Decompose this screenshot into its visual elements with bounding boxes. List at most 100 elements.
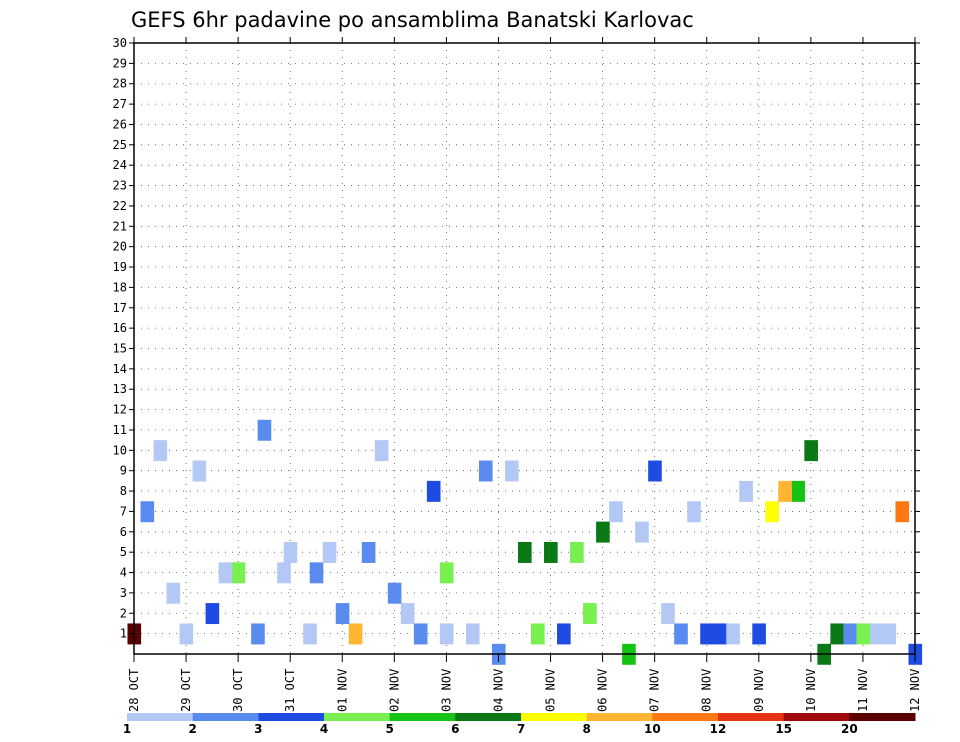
y-tick-label: 2 bbox=[120, 606, 127, 620]
data-cell bbox=[765, 501, 779, 523]
y-tick-label: 10 bbox=[113, 443, 127, 457]
x-tick-label: 29 OCT bbox=[179, 669, 193, 712]
colorbar-swatch bbox=[849, 713, 916, 721]
x-tick-label: 10 NOV bbox=[804, 669, 818, 712]
data-cell bbox=[570, 541, 584, 563]
data-cell bbox=[257, 419, 272, 441]
colorbar-swatch bbox=[783, 713, 850, 721]
y-tick-label: 23 bbox=[113, 179, 127, 193]
data-cell bbox=[700, 623, 714, 645]
colorbar-swatch bbox=[324, 713, 391, 721]
data-cell bbox=[882, 623, 897, 645]
data-cell bbox=[303, 623, 317, 645]
data-cell bbox=[596, 521, 610, 543]
y-tick-label: 5 bbox=[120, 545, 127, 559]
colorbar-label: 8 bbox=[582, 722, 590, 736]
data-cell bbox=[504, 460, 519, 482]
y-tick-label: 26 bbox=[113, 117, 127, 131]
x-tick-label: 28 OCT bbox=[127, 669, 141, 712]
data-cell bbox=[205, 603, 220, 625]
colorbar-label: 7 bbox=[517, 722, 525, 736]
data-cell bbox=[856, 623, 871, 645]
data-cell bbox=[895, 501, 910, 523]
data-cell bbox=[478, 460, 493, 482]
colorbar-label: 5 bbox=[385, 722, 393, 736]
y-tick-label: 24 bbox=[113, 158, 127, 172]
y-tick-label: 13 bbox=[113, 382, 127, 396]
data-cell bbox=[153, 440, 168, 462]
data-cell bbox=[140, 501, 155, 523]
x-tick-label: 12 NOV bbox=[908, 669, 922, 712]
x-tick-label: 07 NOV bbox=[648, 669, 662, 712]
data-cell bbox=[791, 480, 805, 502]
y-tick-label: 15 bbox=[113, 342, 127, 356]
data-cell bbox=[830, 623, 845, 645]
colorbar-label: 10 bbox=[644, 722, 661, 736]
colorbar-swatch bbox=[586, 713, 653, 721]
colorbar-swatch bbox=[455, 713, 522, 721]
data-cell bbox=[517, 541, 532, 563]
colorbar-swatch bbox=[389, 713, 456, 721]
y-tick-label: 25 bbox=[113, 138, 127, 152]
colorbar-swatch bbox=[258, 713, 325, 721]
x-tick-label: 01 NOV bbox=[335, 669, 349, 712]
chart-title: GEFS 6hr padavine po ansamblima Banatski… bbox=[131, 8, 694, 32]
y-tick-label: 3 bbox=[120, 586, 127, 600]
x-tick-label: 03 NOV bbox=[439, 669, 453, 712]
x-tick-label: 06 NOV bbox=[596, 669, 610, 712]
data-cell bbox=[752, 623, 766, 645]
data-cell bbox=[635, 521, 649, 543]
colorbar-label: 2 bbox=[188, 722, 196, 736]
colorbar-swatch bbox=[521, 713, 588, 721]
y-tick-label: 16 bbox=[113, 321, 127, 335]
data-cell bbox=[739, 480, 753, 502]
y-tick-label: 9 bbox=[120, 464, 127, 478]
colorbar-label: 4 bbox=[320, 722, 328, 736]
colorbar-label: 3 bbox=[254, 722, 262, 736]
data-cell bbox=[348, 623, 363, 645]
data-cell bbox=[843, 623, 858, 645]
colorbar-label: 12 bbox=[710, 722, 727, 736]
y-axis: 1234567891011121314151617181920212223242… bbox=[113, 36, 920, 641]
data-cell bbox=[400, 603, 415, 625]
data-cell bbox=[778, 480, 792, 502]
data-cell bbox=[439, 562, 454, 584]
data-cell bbox=[387, 582, 402, 604]
data-cell bbox=[426, 480, 441, 502]
colorbar-label: 6 bbox=[451, 722, 459, 736]
data-cell bbox=[179, 623, 194, 645]
data-cell bbox=[166, 582, 181, 604]
colorbar-swatch bbox=[192, 713, 259, 721]
data-cell bbox=[231, 562, 246, 584]
data-cell bbox=[465, 623, 480, 645]
y-tick-label: 30 bbox=[113, 36, 127, 50]
colorbar-label: 1 bbox=[123, 722, 131, 736]
y-tick-label: 22 bbox=[113, 199, 127, 213]
data-cell bbox=[544, 541, 558, 563]
data-cell bbox=[322, 541, 337, 563]
colorbar-label: 15 bbox=[775, 722, 792, 736]
y-tick-label: 20 bbox=[113, 240, 127, 254]
data-cell bbox=[869, 623, 884, 645]
data-cell bbox=[283, 541, 298, 563]
x-tick-label: 30 OCT bbox=[231, 669, 245, 712]
data-cell bbox=[309, 562, 324, 584]
y-tick-label: 11 bbox=[113, 423, 127, 437]
y-tick-label: 1 bbox=[120, 627, 127, 641]
y-tick-label: 18 bbox=[113, 280, 127, 294]
y-tick-label: 29 bbox=[113, 56, 127, 70]
y-tick-label: 19 bbox=[113, 260, 127, 274]
y-tick-label: 27 bbox=[113, 97, 127, 111]
y-tick-label: 7 bbox=[120, 504, 127, 518]
data-cell bbox=[277, 562, 291, 584]
data-cell bbox=[192, 460, 207, 482]
x-tick-label: 09 NOV bbox=[752, 669, 766, 712]
y-tick-label: 17 bbox=[113, 301, 127, 315]
colorbar-swatch bbox=[127, 713, 194, 721]
colorbar: 1 2 3 4 5 6 7 8 10 12 15 20 bbox=[123, 713, 916, 736]
data-cell bbox=[557, 623, 571, 645]
x-tick-label: 02 NOV bbox=[387, 669, 401, 712]
y-tick-label: 8 bbox=[120, 484, 127, 498]
x-tick-label: 31 OCT bbox=[283, 669, 297, 712]
